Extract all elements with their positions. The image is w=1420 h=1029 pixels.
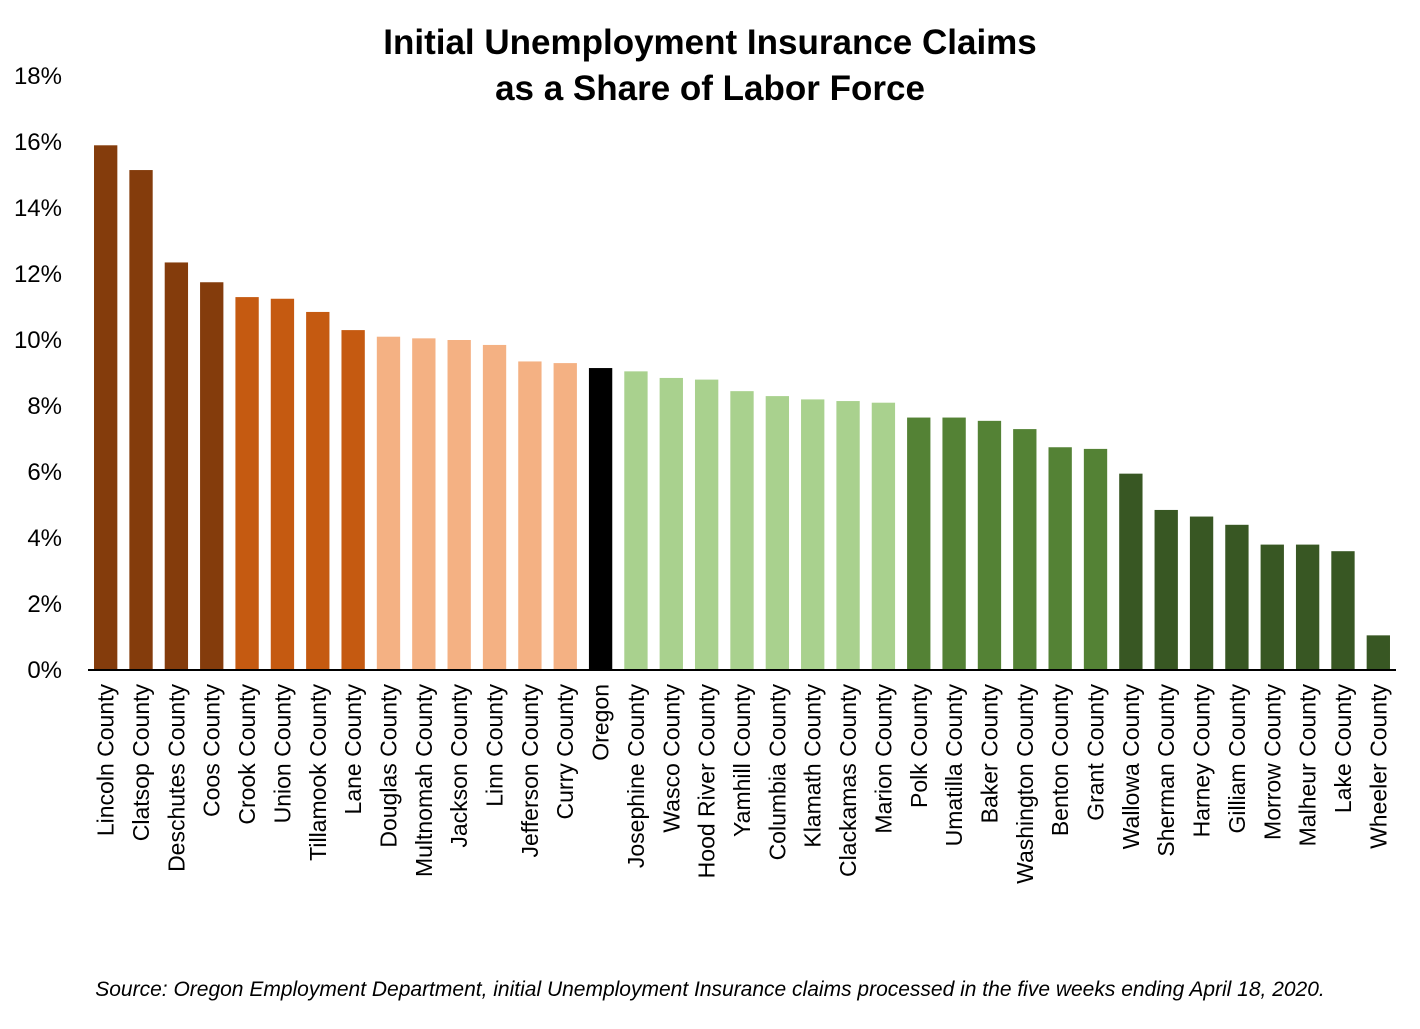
bar bbox=[482, 344, 507, 670]
source-note: Source: Oregon Employment Department, in… bbox=[95, 978, 1325, 1001]
x-tick-label: Marion County bbox=[870, 684, 896, 834]
x-tick-label: Coos County bbox=[199, 684, 225, 817]
bar bbox=[164, 262, 189, 670]
bar bbox=[553, 363, 577, 670]
bar-chart: 0% 2% 4% 6% 8% 10% 12% 14% 16% 18% Lincoln County… bbox=[14, 63, 1396, 884]
x-tick-label: Deschutes County bbox=[163, 684, 189, 872]
x-tick-label: Sherman County bbox=[1153, 684, 1179, 857]
bar bbox=[801, 399, 825, 670]
bar bbox=[306, 311, 330, 670]
bar bbox=[942, 417, 966, 670]
bar bbox=[447, 340, 471, 670]
x-tick-label: Gilliam County bbox=[1224, 684, 1250, 834]
x-tick-label: Klamath County bbox=[800, 684, 826, 848]
x-tick-label: Yamhill County bbox=[729, 684, 755, 837]
y-tick-label: 0% bbox=[27, 657, 62, 684]
y-tick-label: 14% bbox=[14, 195, 62, 222]
x-tick-label: Baker County bbox=[976, 684, 1002, 824]
chart-title-line-1: Initial Unemployment Insurance Claims bbox=[383, 23, 1037, 62]
x-tick-label: Umatilla County bbox=[941, 684, 967, 847]
bar bbox=[1366, 635, 1390, 670]
x-tick-label: Polk County bbox=[906, 684, 932, 809]
bar bbox=[730, 391, 754, 670]
bar bbox=[836, 401, 860, 670]
chart-title-line-2: as a Share of Labor Force bbox=[495, 69, 925, 108]
bar bbox=[200, 282, 224, 670]
bar bbox=[765, 396, 790, 670]
bar bbox=[977, 420, 1002, 670]
bar bbox=[1295, 544, 1320, 670]
x-tick-label: Hood River County bbox=[694, 684, 720, 879]
y-tick-label: 12% bbox=[14, 261, 62, 288]
bar bbox=[1013, 429, 1037, 670]
bar bbox=[376, 336, 401, 670]
bar bbox=[341, 330, 365, 670]
bar bbox=[1331, 551, 1355, 670]
x-tick-label: Douglas County bbox=[375, 684, 401, 848]
x-tick-label: Crook County bbox=[234, 684, 260, 825]
bar bbox=[588, 368, 613, 670]
bar bbox=[1225, 524, 1249, 670]
x-tick-label: Lane County bbox=[340, 684, 366, 815]
bar bbox=[1083, 448, 1108, 670]
x-tick-label: Malheur County bbox=[1295, 684, 1321, 847]
y-axis-ticks: 0% 2% 4% 6% 8% 10% 12% 14% 16% 18% bbox=[14, 63, 62, 684]
y-tick-label: 8% bbox=[27, 393, 62, 420]
bar bbox=[1260, 544, 1284, 670]
bar bbox=[907, 417, 931, 670]
x-tick-label: Jefferson County bbox=[517, 684, 543, 858]
bar bbox=[412, 338, 436, 670]
bars bbox=[94, 145, 1390, 671]
x-tick-label: Oregon bbox=[588, 684, 614, 761]
bar bbox=[235, 297, 259, 670]
bar bbox=[270, 298, 295, 670]
x-tick-label: Benton County bbox=[1047, 684, 1073, 837]
bar bbox=[1189, 516, 1214, 670]
x-tick-label: Jackson County bbox=[446, 684, 472, 848]
y-tick-label: 6% bbox=[27, 459, 62, 486]
bar bbox=[129, 170, 153, 671]
x-tick-label: Lake County bbox=[1330, 684, 1356, 814]
x-tick-label: Union County bbox=[269, 684, 295, 824]
bar bbox=[1119, 473, 1143, 670]
bar bbox=[871, 402, 896, 670]
x-tick-label: Clackamas County bbox=[835, 684, 861, 878]
x-tick-label: Linn County bbox=[482, 684, 508, 807]
x-tick-label: Columbia County bbox=[764, 684, 790, 861]
y-tick-label: 4% bbox=[27, 525, 62, 552]
x-tick-label: Josephine County bbox=[623, 684, 649, 869]
bar bbox=[694, 379, 719, 670]
x-tick-label: Tillamook County bbox=[305, 684, 331, 861]
bar bbox=[1048, 447, 1072, 670]
bar bbox=[624, 371, 648, 670]
y-tick-label: 2% bbox=[27, 591, 62, 618]
y-tick-label: 10% bbox=[14, 327, 62, 354]
y-tick-label: 18% bbox=[14, 63, 62, 90]
x-tick-label: Grant County bbox=[1083, 684, 1109, 821]
x-tick-label: Wallowa County bbox=[1118, 684, 1144, 850]
bar bbox=[1154, 509, 1178, 670]
x-tick-label: Lincoln County bbox=[93, 684, 119, 837]
x-tick-label: Multnomah County bbox=[411, 684, 437, 878]
x-tick-label: Morrow County bbox=[1259, 684, 1285, 840]
y-tick-label: 16% bbox=[14, 129, 62, 156]
x-tick-label: Curry County bbox=[552, 684, 578, 820]
x-tick-label: Washington County bbox=[1012, 684, 1038, 884]
bar bbox=[659, 377, 683, 670]
x-tick-label: Clatsop County bbox=[128, 684, 154, 842]
x-tick-label: Wheeler County bbox=[1365, 684, 1391, 849]
bar bbox=[518, 361, 542, 670]
x-axis-labels: Lincoln County Clatsop County Deschutes Co… bbox=[93, 684, 1392, 884]
bar bbox=[94, 145, 118, 671]
x-tick-label: Wasco County bbox=[658, 684, 684, 833]
x-tick-label: Harney County bbox=[1189, 684, 1215, 838]
